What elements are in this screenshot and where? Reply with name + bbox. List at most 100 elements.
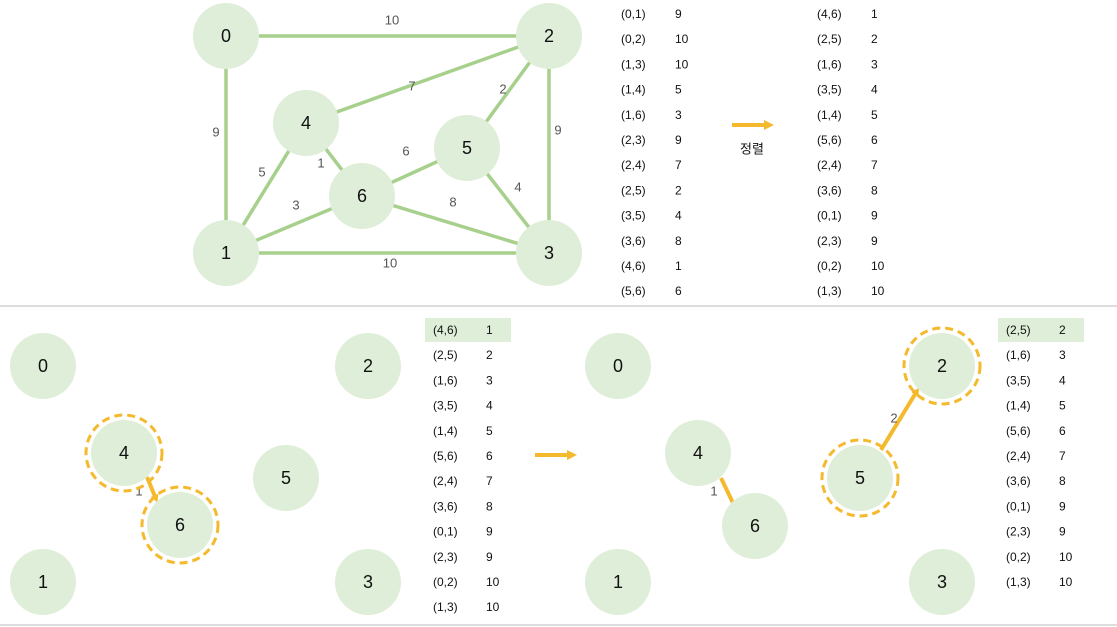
table-weight-cell: 10	[675, 57, 689, 71]
table-edge-cell: (2,5)	[817, 32, 842, 46]
table-weight-cell: 4	[871, 83, 878, 97]
table-weight-cell: 2	[675, 183, 682, 197]
top-sorted-table: (4,6) 1 (2,5) 2 (1,6) 3 (3,5) 4 (1,4) 5 (5,6) 6 (2,4…	[817, 7, 885, 298]
table-edge-cell: (1,4)	[433, 424, 458, 438]
node-1: 1	[193, 220, 259, 286]
node-3-label: 3	[544, 243, 554, 263]
table-weight-cell: 9	[675, 7, 682, 21]
table-weight-cell: 2	[871, 32, 878, 46]
table-edge-cell: (2,3)	[817, 234, 842, 248]
node-4: 4	[273, 90, 339, 156]
table-edge-cell: (1,6)	[433, 373, 458, 387]
step1-node-5-label: 5	[281, 468, 291, 488]
table-edge-cell: (2,4)	[433, 474, 458, 488]
table-edge-cell: (0,1)	[621, 7, 646, 21]
table-edge-cell: (4,6)	[621, 259, 646, 273]
table-edge-cell: (3,6)	[1006, 474, 1031, 488]
node-6-label: 6	[357, 186, 367, 206]
table-edge-cell: (0,2)	[433, 575, 458, 589]
step1-node-4-label: 4	[119, 443, 129, 463]
table-edge-cell: (1,6)	[621, 108, 646, 122]
top-graph-nodes: 0 1 2 3 4 5 6	[193, 3, 582, 286]
table-weight-cell: 5	[871, 108, 878, 122]
table-weight-cell: 5	[675, 83, 682, 97]
node-4-label: 4	[301, 113, 311, 133]
step2-node-5: 5	[820, 438, 900, 518]
table-weight-cell: 1	[871, 7, 878, 21]
top-edge-table: (0,1) 9 (0,2) 10 (1,3) 10 (1,4) 5 (1,6) 3 (2,3) 9 (2…	[621, 7, 689, 298]
table-edge-cell: (1,3)	[817, 284, 842, 298]
step2-graph: 1 2 0 1 2 3 4 5 6	[585, 326, 982, 615]
table-edge-cell: (0,2)	[621, 32, 646, 46]
table-edge-cell: (0,1)	[433, 525, 458, 539]
table-edge-cell: (2,5)	[621, 183, 646, 197]
node-3: 3	[516, 220, 582, 286]
table-edge-cell: (3,5)	[621, 209, 646, 223]
node-2: 2	[516, 3, 582, 69]
node-5-label: 5	[462, 138, 472, 158]
table-edge-cell: (1,3)	[621, 57, 646, 71]
table-weight-cell: 10	[871, 284, 885, 298]
table-weight-cell: 9	[486, 525, 493, 539]
table-weight-cell: 6	[675, 284, 682, 298]
edge-2-4	[305, 34, 550, 125]
weight-3-6: 8	[449, 195, 456, 210]
table-weight-cell: 1	[675, 259, 682, 273]
table-edge-cell: (2,3)	[1006, 525, 1031, 539]
table-weight-cell: 9	[871, 234, 878, 248]
table-weight-cell: 4	[486, 399, 493, 413]
table-edge-cell: (1,4)	[1006, 399, 1031, 413]
table-edge-cell: (2,4)	[621, 158, 646, 172]
table-weight-cell: 8	[486, 499, 493, 513]
weight-0-1: 9	[212, 125, 219, 140]
step2-node-4-label: 4	[693, 443, 703, 463]
step1-node-0: 0	[10, 333, 76, 399]
step2-weight-4-6: 1	[710, 484, 717, 499]
table-weight-cell: 9	[675, 133, 682, 147]
table-weight-cell: 8	[675, 234, 682, 248]
table-edge-cell: (1,6)	[1006, 348, 1031, 362]
table-edge-cell: (4,6)	[433, 323, 458, 337]
table-edge-cell: (3,6)	[621, 234, 646, 248]
step1-node-6: 6	[140, 485, 220, 565]
weight-1-3: 10	[383, 256, 397, 271]
node-0-label: 0	[221, 26, 231, 46]
node-1-label: 1	[221, 243, 231, 263]
table-weight-cell: 10	[486, 575, 500, 589]
top-graph-edge-weights: 9 10 10 5 3 9 7 2 4 8 1 6	[212, 13, 561, 271]
table-weight-cell: 10	[1059, 575, 1073, 589]
table-edge-cell: (0,1)	[817, 209, 842, 223]
step2-weight-5-2: 2	[890, 411, 897, 426]
step1-node-6-label: 6	[175, 515, 185, 535]
step2-node-0-label: 0	[613, 356, 623, 376]
table-weight-cell: 2	[1059, 323, 1066, 337]
table-weight-cell: 3	[1059, 348, 1066, 362]
step2-node-5-label: 5	[855, 468, 865, 488]
table-weight-cell: 9	[1059, 525, 1066, 539]
table-weight-cell: 8	[871, 183, 878, 197]
table-weight-cell: 10	[871, 259, 885, 273]
weight-5-6: 6	[402, 144, 409, 159]
table-edge-cell: (2,3)	[621, 133, 646, 147]
table-edge-cell: (3,5)	[1006, 373, 1031, 387]
top-sort-arrow: 정렬	[732, 120, 774, 157]
table-edge-cell: (2,4)	[1006, 449, 1031, 463]
node-2-label: 2	[544, 26, 554, 46]
table-edge-cell: (3,6)	[817, 183, 842, 197]
step1-node-5: 5	[253, 445, 319, 511]
table-edge-cell: (1,4)	[621, 83, 646, 97]
step2-node-4: 4	[665, 420, 731, 486]
table-weight-cell: 9	[871, 209, 878, 223]
table-weight-cell: 10	[1059, 550, 1073, 564]
table-weight-cell: 5	[1059, 399, 1066, 413]
table-edge-cell: (1,4)	[817, 108, 842, 122]
step1-node-2-label: 2	[363, 356, 373, 376]
table-edge-cell: (1,3)	[1006, 575, 1031, 589]
table-weight-cell: 9	[486, 550, 493, 564]
table-weight-cell: 3	[675, 108, 682, 122]
step1-node-0-label: 0	[38, 356, 48, 376]
weight-1-4: 5	[258, 165, 265, 180]
table-edge-cell: (2,4)	[817, 158, 842, 172]
table-weight-cell: 3	[486, 373, 493, 387]
